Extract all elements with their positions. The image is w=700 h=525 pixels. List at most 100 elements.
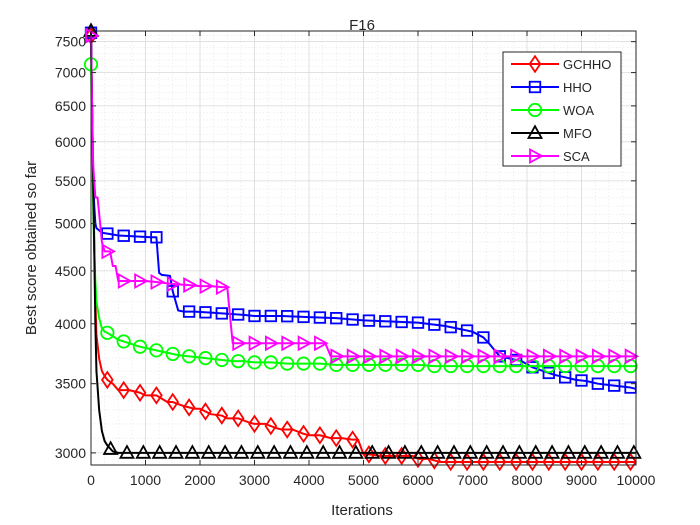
data-point-mfo	[609, 444, 626, 459]
data-point-gchho	[166, 392, 180, 412]
data-point-sca	[526, 348, 542, 365]
data-point-hho	[411, 316, 425, 329]
y-tick-label: 4500	[55, 263, 86, 279]
data-point-gchho	[182, 398, 196, 417]
data-point-gchho	[329, 428, 343, 448]
data-point-gchho	[199, 402, 212, 421]
data-point-sca	[379, 348, 394, 365]
data-point-mfo	[462, 444, 479, 459]
data-point-sca	[330, 348, 345, 365]
x-tick-label: 4000	[293, 472, 324, 488]
data-point-hho	[150, 231, 163, 244]
data-point-mfo	[233, 444, 250, 459]
data-point-sca	[428, 348, 444, 365]
data-point-mfo	[298, 444, 315, 459]
data-point-mfo	[347, 444, 364, 459]
x-tick-label: 0	[87, 472, 95, 488]
data-point-sca	[444, 348, 460, 365]
data-point-sca	[183, 277, 198, 294]
data-point-hho	[591, 377, 605, 390]
data-point-mfo	[167, 444, 185, 459]
data-point-gchho	[542, 452, 556, 472]
data-point-sca	[232, 335, 247, 352]
data-point-hho	[330, 312, 343, 325]
data-point-mfo	[266, 444, 283, 459]
data-point-gchho	[509, 452, 523, 472]
data-point-hho	[608, 379, 621, 392]
data-point-mfo	[445, 444, 463, 459]
legend-item-woa: WOA	[511, 102, 594, 118]
y-tick-label: 5500	[55, 173, 86, 189]
data-point-mfo	[593, 444, 610, 459]
data-point-woa	[312, 356, 327, 371]
x-tick-label: 1000	[130, 472, 161, 488]
data-point-gchho	[313, 425, 327, 445]
legend-label: WOA	[563, 103, 594, 118]
data-point-sca	[510, 348, 525, 365]
y-tick-label: 6500	[55, 98, 86, 114]
legend-item-gchho: GCHHO	[511, 54, 611, 74]
legend-label: HHO	[563, 80, 592, 95]
data-point-gchho	[215, 406, 229, 425]
data-point-woa	[280, 356, 295, 371]
y-tick-label: 4000	[55, 316, 86, 332]
data-point-gchho	[346, 430, 359, 449]
axis-ticks: 0 1000 2000 3000 4000 5000 6000 7000 8000 9000 100…	[55, 31, 656, 488]
data-point-gchho	[362, 445, 376, 464]
data-point-sca	[477, 348, 493, 365]
data-point-mfo	[315, 444, 332, 459]
data-point-sca	[624, 348, 640, 365]
x-tick-label: 7000	[457, 472, 488, 488]
data-point-mfo	[217, 444, 234, 459]
data-point-woa	[263, 355, 278, 370]
data-point-woa	[296, 356, 311, 371]
data-point-gchho	[117, 380, 131, 400]
y-tick-label: 3000	[55, 445, 86, 461]
x-tick-label: 8000	[511, 472, 542, 488]
data-point-woa	[182, 349, 197, 364]
data-point-mfo	[102, 440, 119, 455]
data-point-hho	[231, 308, 245, 321]
data-point-hho	[460, 324, 474, 337]
data-point-hho	[248, 309, 261, 323]
data-point-hho	[182, 305, 196, 318]
series-gchho	[84, 26, 637, 472]
data-point-woa	[132, 339, 148, 354]
data-point-gchho	[493, 452, 507, 472]
data-point-mfo	[494, 444, 512, 459]
data-point-hho	[313, 311, 327, 324]
data-point-gchho	[133, 383, 147, 403]
data-point-woa	[361, 357, 377, 372]
data-point-gchho	[460, 452, 474, 472]
data-point-sca	[150, 273, 166, 291]
data-point-hho	[428, 318, 441, 331]
data-point-mfo	[282, 444, 299, 459]
y-tick-label: 6000	[55, 134, 86, 150]
data-point-gchho	[607, 452, 621, 472]
data-point-gchho	[280, 420, 294, 439]
data-point-gchho	[297, 424, 310, 444]
data-point-sca	[493, 348, 509, 365]
series-line-gchho	[90, 35, 636, 463]
data-point-mfo	[413, 444, 430, 459]
data-point-sca	[575, 348, 591, 365]
data-point-sca	[412, 348, 427, 365]
data-point-hho	[444, 320, 457, 334]
data-point-hho	[346, 313, 359, 326]
data-point-mfo	[380, 444, 397, 459]
data-point-woa	[231, 354, 246, 369]
data-point-woa	[198, 351, 213, 366]
data-point-gchho	[477, 452, 490, 472]
data-point-mfo	[560, 444, 577, 459]
data-point-gchho	[150, 386, 163, 405]
data-point-woa	[247, 355, 262, 370]
legend-item-sca: SCA	[511, 147, 590, 165]
data-point-hho	[117, 229, 130, 242]
data-point-sca	[363, 348, 378, 365]
data-point-gchho	[100, 370, 114, 390]
data-point-sca	[264, 335, 280, 352]
legend-label: MFO	[563, 126, 592, 141]
data-point-sca	[591, 348, 607, 365]
y-tick-label: 7500	[55, 34, 86, 50]
